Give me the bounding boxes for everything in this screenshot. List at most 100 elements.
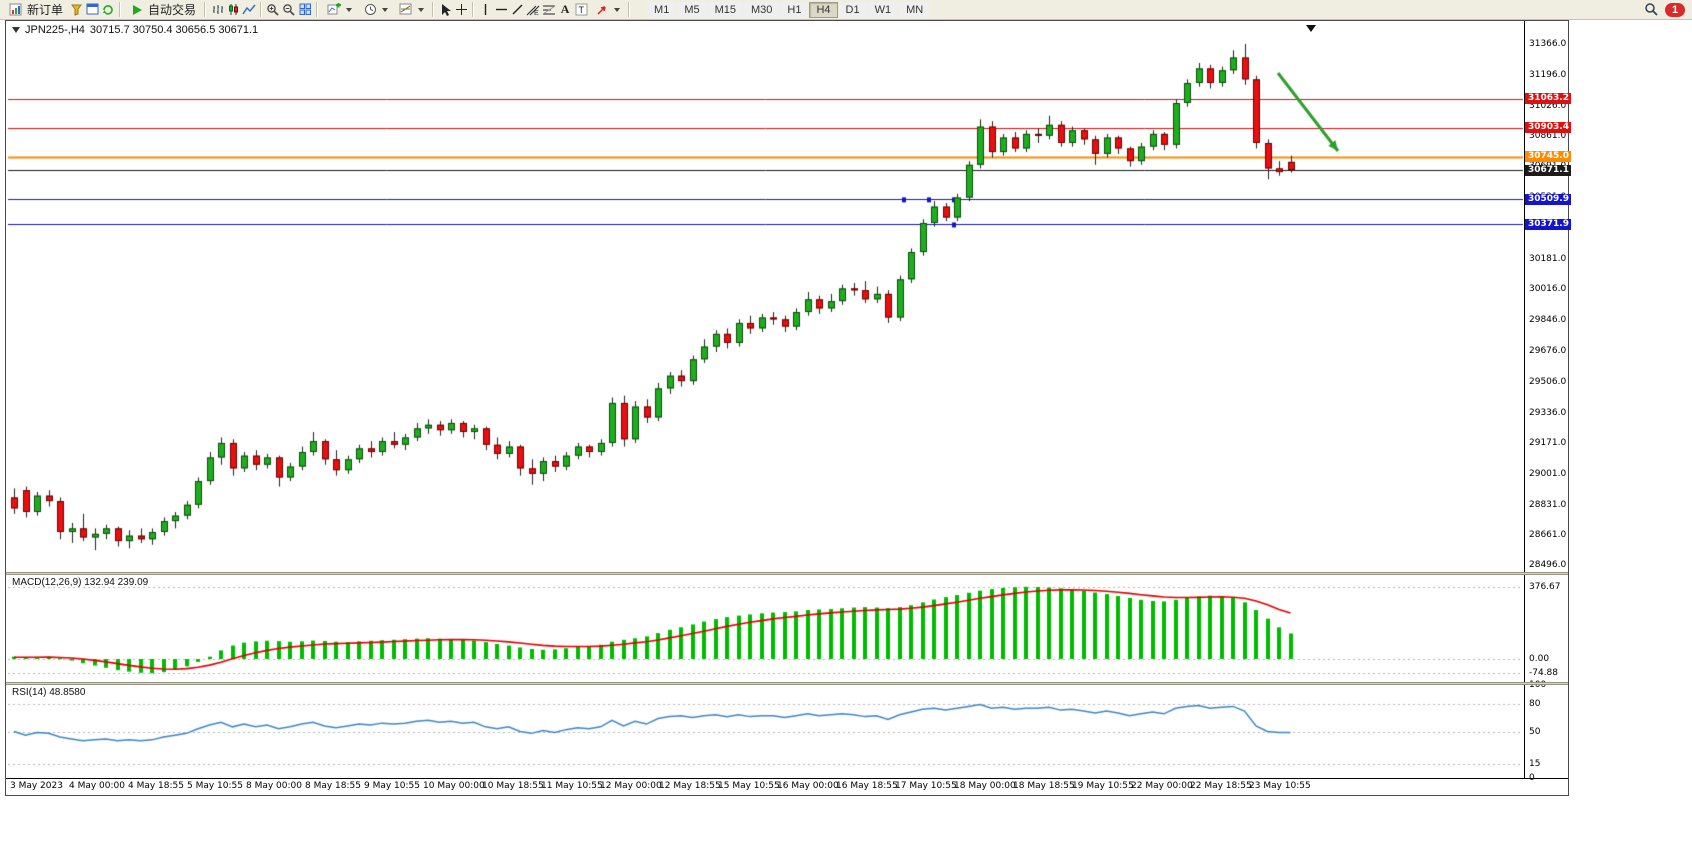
time-axis-label: 9 May 10:55 <box>364 781 420 791</box>
price-axis-label: 29676.0 <box>1529 345 1567 356</box>
timeframe-h1[interactable]: H1 <box>780 1 809 18</box>
horizontal-line-icon[interactable] <box>493 3 509 17</box>
autotrade-label: 自动交易 <box>148 3 197 17</box>
zoom-in-icon[interactable] <box>265 3 281 17</box>
refresh-icon[interactable] <box>100 3 116 17</box>
rsi-title: RSI(14) <box>12 687 47 698</box>
price-axis-label: 30181.0 <box>1529 254 1567 265</box>
templates-button[interactable] <box>393 1 429 19</box>
new-chart-button[interactable] <box>321 1 357 19</box>
trendline-icon[interactable] <box>509 3 525 17</box>
rsi-axis-label: 0 <box>1529 773 1535 783</box>
price-axis-label: 29506.0 <box>1529 376 1567 387</box>
time-axis-label: 23 May 10:55 <box>1249 781 1311 791</box>
current-price-tag: 30671.1 <box>1525 164 1571 176</box>
zoom-out-icon[interactable] <box>281 3 297 17</box>
panel-resize-sash[interactable] <box>6 682 1568 685</box>
text-icon[interactable]: A <box>560 2 570 16</box>
cursor-icon[interactable] <box>437 3 453 17</box>
autotrade-button[interactable]: 自动交易 <box>124 0 201 20</box>
new-order-button[interactable]: 新订单 <box>3 0 68 20</box>
chart-canvas[interactable] <box>6 21 1568 795</box>
macd-indicator-label: MACD(12,26,9) 132.94 239.09 <box>12 577 148 588</box>
ohlc-values: 30715.7 30750.4 30656.5 30671.1 <box>89 24 259 36</box>
time-axis-label: 19 May 10:55 <box>1072 781 1134 791</box>
timeframe-m5[interactable]: M5 <box>677 1 707 18</box>
timeframe-w1[interactable]: W1 <box>867 1 899 18</box>
channel-icon[interactable]: E <box>525 3 541 17</box>
rsi-axis-label: 80 <box>1529 698 1541 709</box>
time-axis-label: 22 May 00:00 <box>1131 781 1193 791</box>
search-icon[interactable] <box>1643 3 1659 17</box>
hline-price-tag: 31063.2 <box>1525 93 1571 105</box>
time-axis-label: 4 May 18:55 <box>128 781 184 791</box>
price-axis-label: 30016.0 <box>1529 284 1567 295</box>
periods-button[interactable] <box>357 1 393 19</box>
quotes-icon[interactable] <box>68 3 84 17</box>
hline-price-tag: 30745.0 <box>1525 151 1571 163</box>
time-axis-label: 22 May 18:55 <box>1190 781 1252 791</box>
price-axis-label: 29846.0 <box>1529 315 1567 326</box>
time-axis-label: 12 May 00:00 <box>600 781 662 791</box>
price-axis-label: 28661.0 <box>1529 530 1567 541</box>
label-icon[interactable]: T <box>573 3 589 17</box>
macd-main-value: 132.94 <box>84 577 115 588</box>
navigator-icon[interactable] <box>84 3 100 17</box>
chart-title: JPN225-,H4 30715.7 30750.4 30656.5 30671… <box>12 24 258 36</box>
time-axis-border <box>6 778 1568 779</box>
time-axis-label: 11 May 10:55 <box>541 781 603 791</box>
notification-badge[interactable]: 1 <box>1665 2 1685 17</box>
macd-title: MACD(12,26,9) <box>12 577 82 588</box>
time-axis-label: 5 May 10:55 <box>187 781 243 791</box>
timeframe-d1[interactable]: D1 <box>838 1 867 18</box>
price-axis-label: 29171.0 <box>1529 437 1567 448</box>
toolbar-separator <box>119 2 122 17</box>
price-axis-label: 29001.0 <box>1529 468 1567 479</box>
time-axis-label: 10 May 00:00 <box>423 781 485 791</box>
new-order-icon <box>8 3 24 17</box>
macd-axis-label: -74.88 <box>1529 668 1559 679</box>
bar-chart-icon[interactable] <box>209 3 225 17</box>
toolbar-separator <box>472 2 475 17</box>
dropdown-caret <box>418 7 425 12</box>
crosshair-icon[interactable] <box>453 3 469 17</box>
rsi-axis-label: 100 <box>1529 680 1547 690</box>
arrows-button[interactable] <box>589 1 625 19</box>
new-order-label: 新订单 <box>27 3 64 17</box>
dropdown-caret <box>382 7 389 12</box>
candlestick-chart-icon[interactable] <box>225 3 241 17</box>
toolbar-separator <box>628 2 631 17</box>
toolbar-separator <box>316 2 319 17</box>
chart-title-icon <box>12 27 20 33</box>
timeframe-h4[interactable]: H4 <box>809 1 838 18</box>
time-axis-label: 4 May 00:00 <box>69 781 125 791</box>
price-axis-border <box>1524 21 1525 778</box>
hline-price-tag: 30371.9 <box>1525 218 1571 230</box>
time-axis-label: 16 May 18:55 <box>836 781 898 791</box>
tile-windows-icon[interactable] <box>297 3 313 17</box>
price-axis-label: 28496.0 <box>1529 560 1567 571</box>
price-axis-label: 29336.0 <box>1529 407 1567 418</box>
chart-shift-marker[interactable] <box>1306 25 1316 32</box>
fibonacci-icon[interactable] <box>541 3 557 17</box>
timeframe-m1[interactable]: M1 <box>647 1 677 18</box>
dropdown-caret <box>614 7 621 12</box>
line-chart-icon[interactable] <box>241 3 257 17</box>
time-axis-label: 10 May 18:55 <box>482 781 544 791</box>
time-axis-label: 8 May 18:55 <box>305 781 361 791</box>
template-icon <box>398 3 414 17</box>
clock-icon <box>362 3 378 17</box>
new-chart-icon <box>326 3 342 17</box>
price-axis-label: 31196.0 <box>1529 69 1567 80</box>
timeframe-m15[interactable]: M15 <box>707 1 743 18</box>
timeframe-mn[interactable]: MN <box>899 1 931 18</box>
rsi-indicator-label: RSI(14) 48.8580 <box>12 687 85 698</box>
vertical-line-icon[interactable] <box>477 3 493 17</box>
chart-window[interactable]: JPN225-,H4 30715.7 30750.4 30656.5 30671… <box>5 20 1571 796</box>
toolbar-separator <box>432 2 435 17</box>
rsi-axis-label: 15 <box>1529 759 1541 770</box>
panel-resize-sash[interactable] <box>6 572 1568 575</box>
svg-text:E: E <box>534 10 539 16</box>
autotrade-play-icon <box>129 3 145 17</box>
timeframe-m30[interactable]: M30 <box>744 1 780 18</box>
